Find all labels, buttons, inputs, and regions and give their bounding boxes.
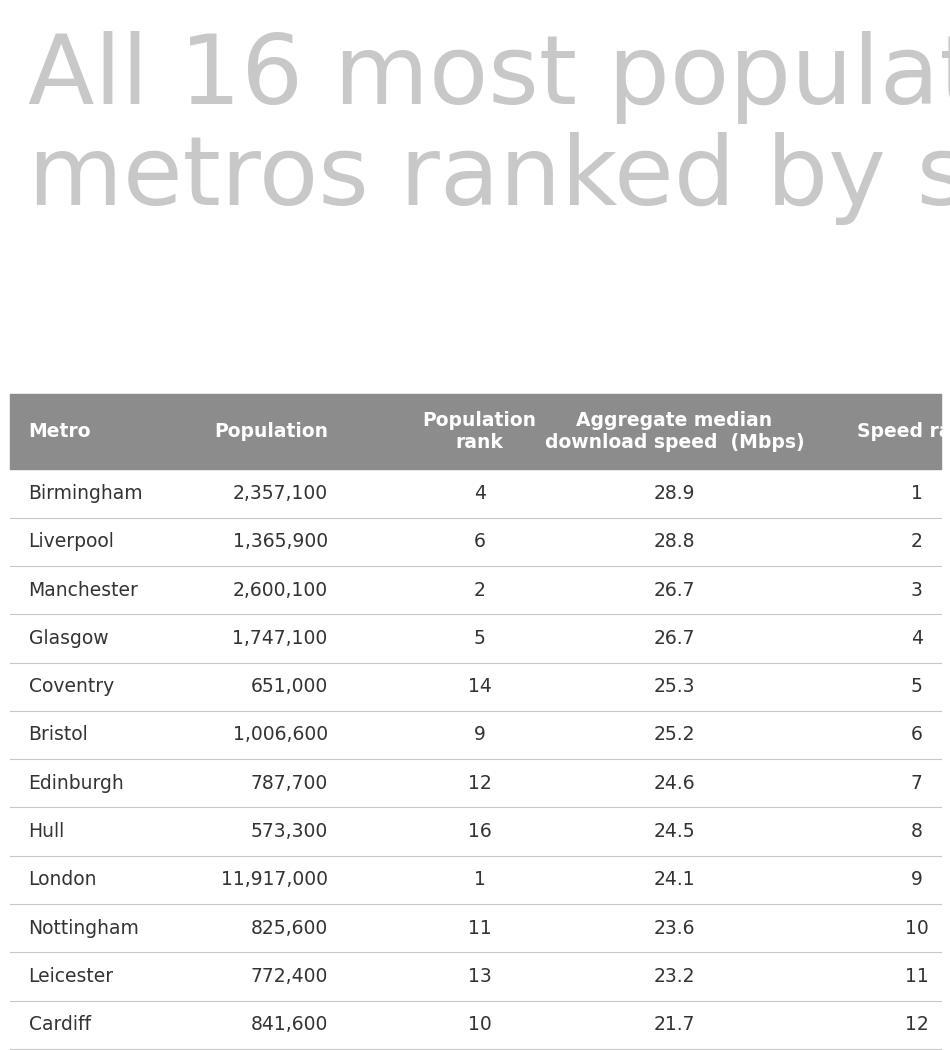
Text: Population
rank: Population rank bbox=[423, 411, 537, 453]
Text: 14: 14 bbox=[467, 677, 492, 696]
Text: 1: 1 bbox=[911, 484, 922, 503]
Text: 6: 6 bbox=[474, 532, 485, 551]
Text: 9: 9 bbox=[474, 726, 485, 744]
Text: 12: 12 bbox=[467, 774, 492, 793]
Text: London: London bbox=[28, 870, 97, 889]
Text: Leicester: Leicester bbox=[28, 967, 114, 986]
Text: 651,000: 651,000 bbox=[251, 677, 328, 696]
Text: Bristol: Bristol bbox=[28, 726, 88, 744]
Text: 24.1: 24.1 bbox=[654, 870, 695, 889]
Text: 1,006,600: 1,006,600 bbox=[233, 726, 328, 744]
Text: 21.7: 21.7 bbox=[654, 1015, 695, 1034]
Text: Liverpool: Liverpool bbox=[28, 532, 114, 551]
Text: 16: 16 bbox=[467, 822, 492, 841]
Text: 23.6: 23.6 bbox=[654, 919, 695, 938]
Text: Nottingham: Nottingham bbox=[28, 919, 140, 938]
Text: 825,600: 825,600 bbox=[251, 919, 328, 938]
Text: 28.9: 28.9 bbox=[654, 484, 695, 503]
Text: 7: 7 bbox=[911, 774, 922, 793]
Text: 25.2: 25.2 bbox=[654, 726, 695, 744]
Text: 12: 12 bbox=[904, 1015, 928, 1034]
Text: 4: 4 bbox=[474, 484, 485, 503]
Text: 24.5: 24.5 bbox=[654, 822, 695, 841]
Text: 787,700: 787,700 bbox=[251, 774, 328, 793]
Text: 13: 13 bbox=[467, 967, 492, 986]
Text: 2,357,100: 2,357,100 bbox=[233, 484, 328, 503]
Text: Metro: Metro bbox=[28, 422, 91, 441]
Text: 573,300: 573,300 bbox=[251, 822, 328, 841]
Text: Birmingham: Birmingham bbox=[28, 484, 143, 503]
Text: 2: 2 bbox=[474, 581, 485, 600]
Text: 1,747,100: 1,747,100 bbox=[233, 629, 328, 648]
Text: 4: 4 bbox=[911, 629, 922, 648]
Text: 25.3: 25.3 bbox=[654, 677, 695, 696]
Text: Cardiff: Cardiff bbox=[28, 1015, 90, 1034]
Text: 1: 1 bbox=[474, 870, 485, 889]
Text: 9: 9 bbox=[911, 870, 922, 889]
Text: Aggregate median
download speed  (Mbps): Aggregate median download speed (Mbps) bbox=[544, 411, 805, 453]
Text: Coventry: Coventry bbox=[28, 677, 114, 696]
Text: 2,600,100: 2,600,100 bbox=[233, 581, 328, 600]
Text: Manchester: Manchester bbox=[28, 581, 139, 600]
Text: 6: 6 bbox=[911, 726, 922, 744]
Text: 772,400: 772,400 bbox=[251, 967, 328, 986]
Text: 3: 3 bbox=[911, 581, 922, 600]
Text: 26.7: 26.7 bbox=[654, 581, 695, 600]
Text: 10: 10 bbox=[467, 1015, 492, 1034]
Text: 11: 11 bbox=[904, 967, 928, 986]
Text: Hull: Hull bbox=[28, 822, 65, 841]
Text: Speed rank: Speed rank bbox=[857, 422, 950, 441]
Text: 2: 2 bbox=[911, 532, 922, 551]
Text: 5: 5 bbox=[474, 629, 485, 648]
Text: 1,365,900: 1,365,900 bbox=[233, 532, 328, 551]
Text: 11: 11 bbox=[467, 919, 492, 938]
Text: Edinburgh: Edinburgh bbox=[28, 774, 124, 793]
Text: Population: Population bbox=[214, 422, 328, 441]
Text: 11,917,000: 11,917,000 bbox=[220, 870, 328, 889]
Text: 5: 5 bbox=[911, 677, 922, 696]
Text: 26.7: 26.7 bbox=[654, 629, 695, 648]
Text: 841,600: 841,600 bbox=[251, 1015, 328, 1034]
Text: 8: 8 bbox=[911, 822, 922, 841]
Text: 23.2: 23.2 bbox=[654, 967, 695, 986]
Text: 24.6: 24.6 bbox=[654, 774, 695, 793]
Bar bbox=[10, 394, 940, 469]
Text: All 16 most populated UK
metros ranked by speed: All 16 most populated UK metros ranked b… bbox=[28, 32, 950, 225]
Text: 10: 10 bbox=[904, 919, 928, 938]
Text: 28.8: 28.8 bbox=[654, 532, 695, 551]
Text: Glasgow: Glasgow bbox=[28, 629, 108, 648]
